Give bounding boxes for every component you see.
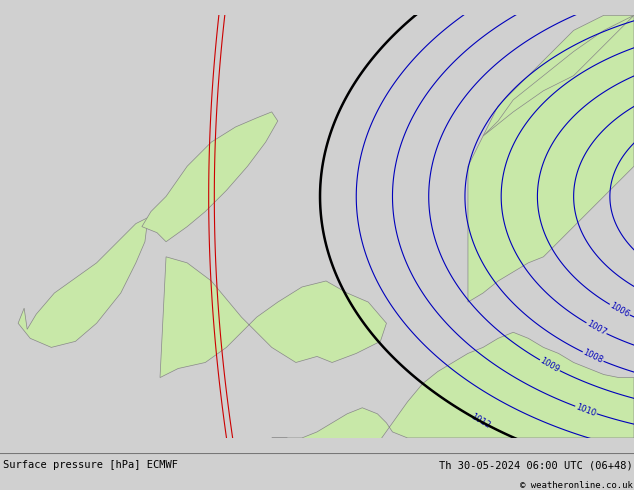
Polygon shape	[272, 332, 634, 468]
Polygon shape	[468, 15, 634, 302]
Polygon shape	[483, 15, 634, 136]
Text: 1025: 1025	[225, 457, 237, 479]
Text: Th 30-05-2024 06:00 UTC (06+48): Th 30-05-2024 06:00 UTC (06+48)	[439, 460, 633, 470]
Text: © weatheronline.co.uk: © weatheronline.co.uk	[520, 481, 633, 490]
Text: 1009: 1009	[538, 356, 561, 375]
Text: 1012: 1012	[469, 412, 491, 430]
Polygon shape	[142, 112, 278, 242]
Text: 1007: 1007	[585, 319, 608, 338]
Text: Surface pressure [hPa] ECMWF: Surface pressure [hPa] ECMWF	[3, 460, 178, 470]
Text: 1006: 1006	[608, 301, 631, 319]
Text: 1008: 1008	[581, 348, 604, 366]
Polygon shape	[18, 218, 148, 347]
Polygon shape	[160, 257, 387, 378]
Text: 1011: 1011	[470, 0, 493, 13]
Text: 1010: 1010	[574, 402, 597, 418]
